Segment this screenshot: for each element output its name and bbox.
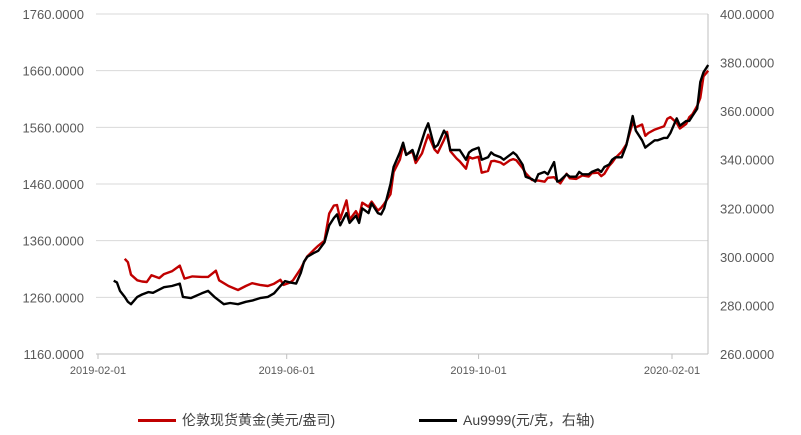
right-tick-label: 380.0000 — [720, 56, 774, 71]
legend-swatch-london-gold — [138, 418, 176, 422]
left-tick-label: 1360.0000 — [23, 234, 84, 249]
right-tick-label: 400.0000 — [720, 7, 774, 22]
dual-axis-line-chart: 1760.0000 1660.0000 1560.0000 1460.0000 1360… — [23, 7, 775, 377]
legend-label-au9999: Au9999(元/克，右轴) — [463, 412, 595, 428]
right-tick-label: 360.0000 — [720, 104, 774, 119]
legend-label-london-gold: 伦敦现货黄金(美元/盎司) — [182, 412, 336, 428]
x-axis-ticks: 2019-02-01 2019-06-01 2019-10-01 2020-02-01 — [70, 354, 700, 377]
right-axis-ticks: 400.0000 380.0000 360.0000 340.0000 320.0000… — [720, 7, 774, 362]
gridlines — [96, 13, 708, 298]
legend-swatch-au9999 — [419, 418, 457, 422]
left-axis-ticks: 1760.0000 1660.0000 1560.0000 1460.0000 1360… — [23, 7, 84, 362]
left-tick-label: 1560.0000 — [23, 120, 84, 135]
series-line-london-gold — [123, 69, 710, 292]
x-tick-label: 2019-10-01 — [450, 365, 506, 377]
left-tick-label: 1760.0000 — [23, 7, 84, 22]
right-tick-label: 260.0000 — [720, 347, 774, 362]
right-tick-label: 320.0000 — [720, 201, 774, 216]
right-tick-label: 280.0000 — [720, 298, 774, 313]
series-line-au9999 — [113, 64, 710, 306]
left-tick-label: 1260.0000 — [23, 290, 84, 305]
legend-item-london-gold: 伦敦现货黄金(美元/盎司) — [138, 408, 335, 432]
x-tick-label: 2020-02-01 — [644, 365, 700, 377]
left-tick-label: 1660.0000 — [23, 64, 84, 79]
right-tick-label: 340.0000 — [720, 153, 774, 168]
legend-item-au9999: Au9999(元/克，右轴) — [419, 408, 594, 432]
legend: 伦敦现货黄金(美元/盎司) Au9999(元/克，右轴) — [0, 408, 801, 432]
x-tick-label: 2019-02-01 — [70, 365, 126, 377]
right-tick-label: 300.0000 — [720, 250, 774, 265]
left-tick-label: 1460.0000 — [23, 177, 84, 192]
series-lines — [113, 64, 710, 306]
left-tick-label: 1160.0000 — [24, 347, 85, 362]
x-tick-label: 2019-06-01 — [259, 365, 315, 377]
